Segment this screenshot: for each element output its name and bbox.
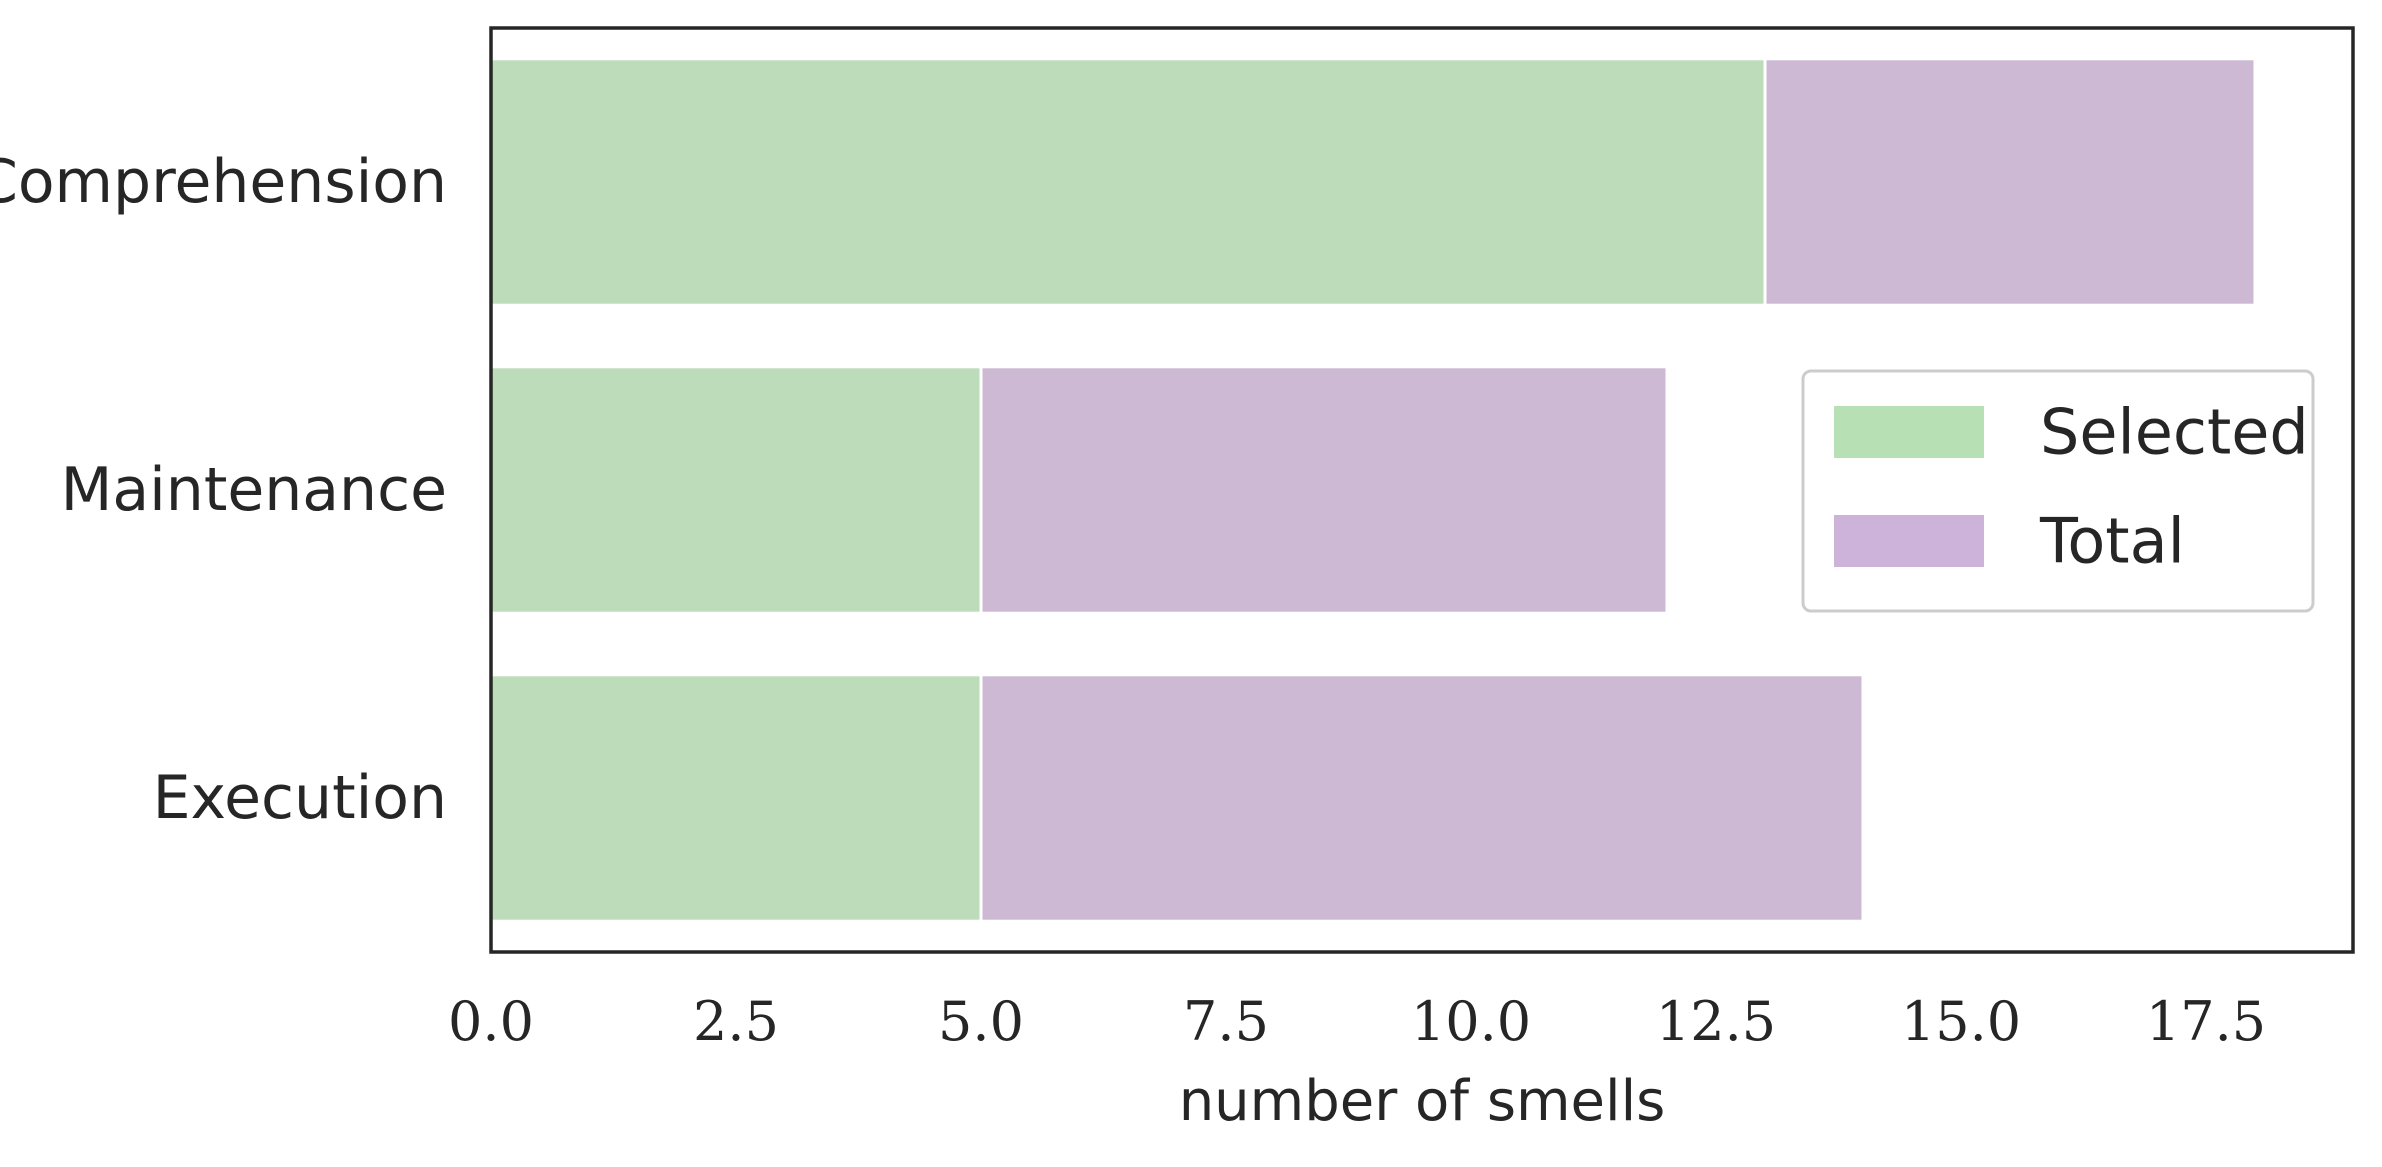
category-label-execution: Execution xyxy=(153,763,447,833)
bars-layer xyxy=(489,57,2257,923)
legend-swatch-total xyxy=(1834,515,1984,567)
category-labels: Comprehension Maintenance Execution xyxy=(0,147,447,833)
x-tick-label: 2.5 xyxy=(693,990,779,1053)
legend: Selected Total xyxy=(1801,369,2315,613)
bar-comprehension-total xyxy=(1763,57,2257,307)
legend-swatch-selected xyxy=(1834,406,1984,458)
x-axis-ticks: 0.0 2.5 5.0 7.5 10.0 12.5 15.0 17.5 xyxy=(448,990,2266,1053)
x-tick-label: 17.5 xyxy=(2146,990,2266,1053)
category-label-comprehension: Comprehension xyxy=(0,147,447,217)
bar-comprehension-selected xyxy=(489,57,1767,307)
bar-maintenance-total xyxy=(979,365,1669,615)
x-tick-label: 10.0 xyxy=(1411,990,1531,1053)
x-tick-label: 12.5 xyxy=(1656,990,1776,1053)
bar-execution-total xyxy=(979,673,1865,923)
category-label-maintenance: Maintenance xyxy=(61,455,447,525)
bar-execution-selected xyxy=(489,673,983,923)
x-tick-label: 15.0 xyxy=(1901,990,2021,1053)
x-tick-label: 0.0 xyxy=(448,990,534,1053)
x-tick-label: 5.0 xyxy=(938,990,1024,1053)
x-tick-label: 7.5 xyxy=(1183,990,1269,1053)
legend-label-total: Total xyxy=(2039,505,2185,578)
x-axis-label: number of smells xyxy=(1179,1069,1666,1134)
legend-label-selected: Selected xyxy=(2040,396,2309,469)
plot-frame xyxy=(489,26,2355,954)
bar-maintenance-selected xyxy=(489,365,983,615)
